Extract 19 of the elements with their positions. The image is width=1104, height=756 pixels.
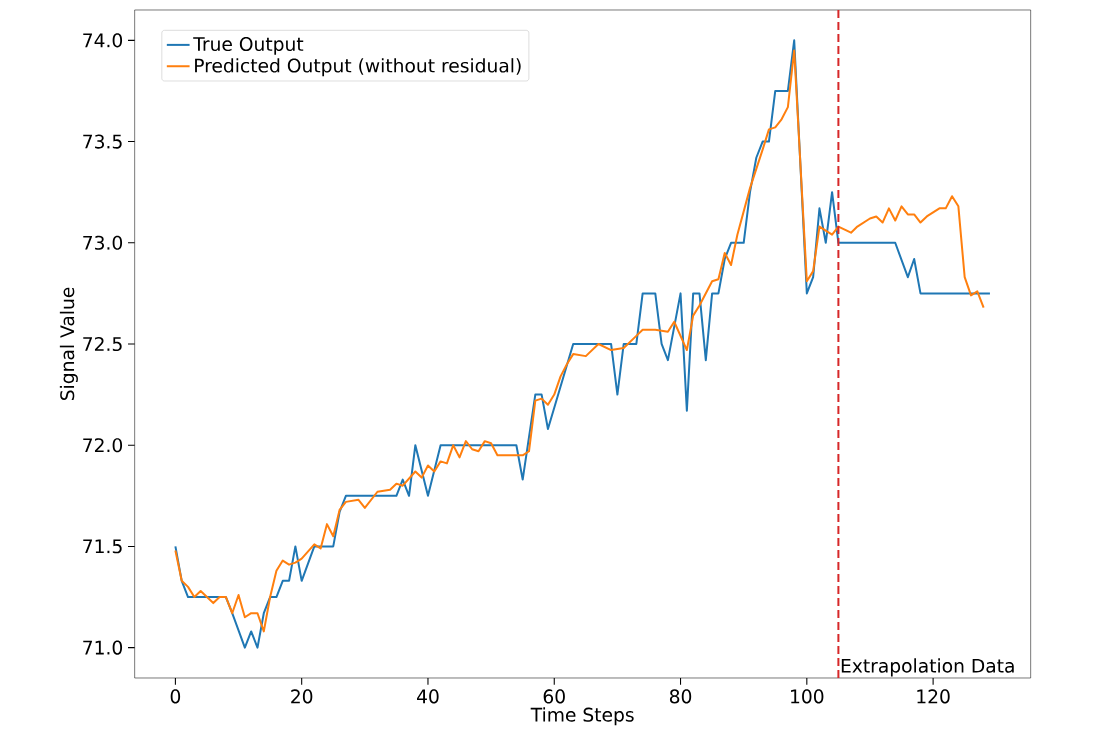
x-tick-label: 40 bbox=[417, 689, 439, 704]
x-tick-label: 20 bbox=[291, 689, 313, 704]
x-tick-label: 120 bbox=[917, 689, 950, 704]
y-tick-label: 72.0 bbox=[83, 438, 123, 453]
x-tick-label: 0 bbox=[170, 689, 181, 704]
y-tick-label: 73.0 bbox=[83, 235, 123, 250]
x-tick-label: 80 bbox=[669, 689, 692, 704]
x-tick-label: 60 bbox=[543, 689, 565, 704]
y-tick-label: 71.5 bbox=[83, 539, 122, 554]
x-tick-label: 100 bbox=[791, 689, 824, 704]
legend-label: True Output bbox=[193, 36, 304, 55]
y-axis-title: Signal Value bbox=[59, 287, 78, 401]
x-axis-title: Time Steps bbox=[530, 707, 634, 726]
legend-label: Predicted Output (without residual) bbox=[195, 58, 521, 77]
y-tick-label: 74.0 bbox=[83, 33, 123, 48]
y-tick-label: 73.5 bbox=[83, 134, 122, 149]
y-tick-label: 71.0 bbox=[83, 640, 123, 655]
ref-line-label: Extrapolation Data bbox=[841, 658, 1014, 677]
y-tick-label: 72.5 bbox=[83, 336, 122, 352]
